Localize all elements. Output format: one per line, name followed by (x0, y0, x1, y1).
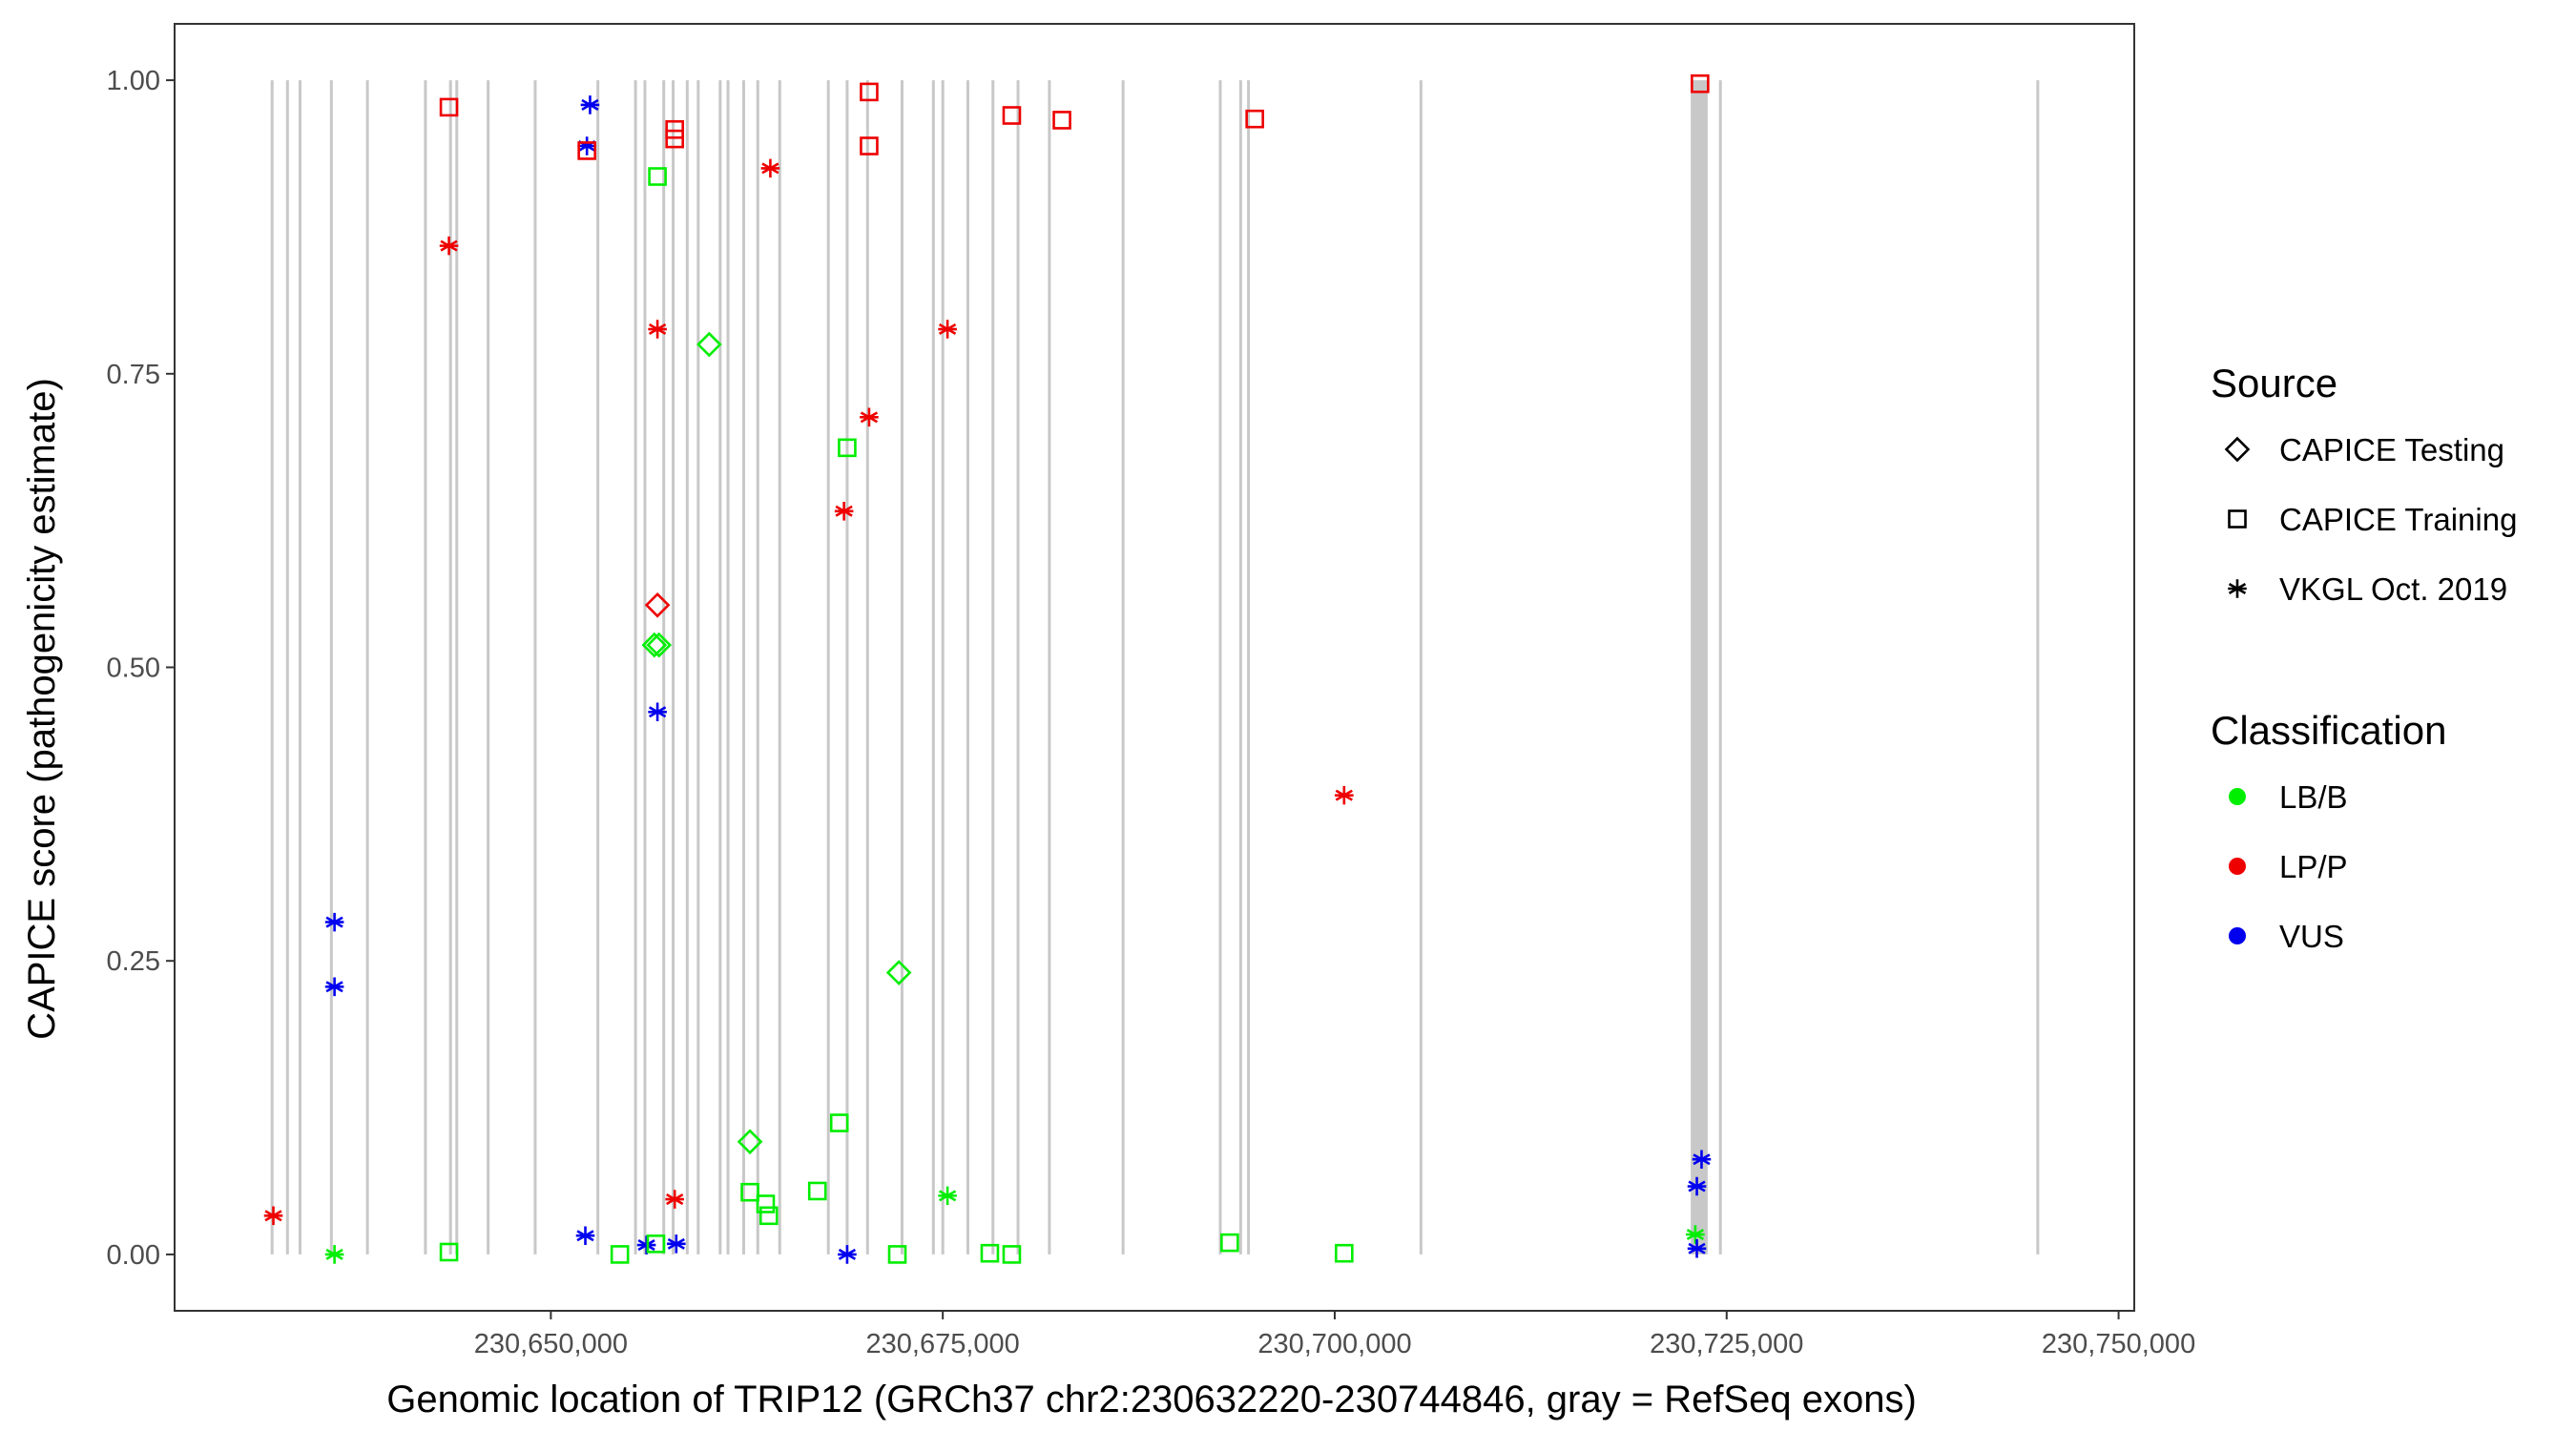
data-point (324, 912, 344, 932)
x-tick-label: 230,650,000 (474, 1329, 628, 1359)
x-tick-label: 230,700,000 (1257, 1329, 1411, 1359)
data-point (610, 1245, 630, 1264)
legend-source-label: CAPICE Training (2279, 502, 2517, 537)
data-point (1692, 1150, 1712, 1169)
data-point (1686, 1225, 1705, 1244)
legend-source-label: VKGL Oct. 2019 (2279, 571, 2507, 607)
data-point (1335, 785, 1354, 805)
data-point (696, 331, 722, 358)
data-point (667, 1234, 686, 1254)
legend-classification-key (2229, 927, 2246, 944)
data-point (838, 438, 857, 458)
legend-title-classification: Classification (2211, 708, 2446, 753)
y-tick-label: 1.00 (107, 66, 160, 96)
y-tick-label: 0.00 (107, 1240, 160, 1271)
legend-source-label: CAPICE Testing (2279, 432, 2504, 467)
data-point (646, 632, 673, 658)
legend-classification-label: LP/P (2279, 849, 2348, 884)
data-point (740, 1182, 759, 1202)
legend-source-items: CAPICE Testing CAPICE Training VKGL Oct. 2… (2224, 432, 2517, 607)
data-point (636, 1235, 656, 1255)
legend-classification-key (2229, 788, 2246, 805)
data-point (324, 977, 344, 997)
x-tick-label: 230,750,000 (2042, 1329, 2195, 1359)
data-point (1002, 106, 1022, 125)
data-point (439, 1242, 459, 1262)
legend-classification-label: VUS (2279, 919, 2344, 954)
data-point (439, 97, 459, 117)
legend-classification-label: LB/B (2279, 779, 2348, 815)
data-point (1002, 1245, 1022, 1264)
legend-classification-items: LB/B LP/P VUS (2229, 779, 2348, 954)
data-point (648, 702, 667, 722)
data-point (834, 502, 854, 521)
data-point (263, 1206, 283, 1226)
data-point (665, 119, 684, 139)
x-tick-label: 230,725,000 (1650, 1329, 1803, 1359)
data-point (938, 320, 957, 339)
data-point (737, 1129, 763, 1155)
data-point (580, 95, 600, 114)
data-point (760, 158, 780, 178)
data-point (1335, 1243, 1354, 1263)
y-tick-label: 0.25 (107, 946, 160, 977)
data-point (324, 1245, 344, 1264)
data-point (885, 960, 912, 985)
data-point (644, 591, 671, 618)
data-point (938, 1186, 957, 1206)
data-point (641, 632, 668, 658)
data-point (860, 136, 879, 156)
data-point (646, 1234, 666, 1254)
data-point (860, 82, 879, 102)
data-point (980, 1243, 1000, 1263)
data-point (1245, 109, 1264, 129)
y-tick-label: 0.75 (107, 360, 160, 390)
x-tick-label: 230,675,000 (866, 1329, 1020, 1359)
legend-source-key (2224, 436, 2251, 463)
x-axis-title: Genomic location of TRIP12 (GRCh37 chr2:… (386, 1379, 1917, 1421)
data-point (1687, 1238, 1707, 1258)
data-point (756, 1194, 776, 1213)
legend-classification-key (2229, 858, 2246, 875)
data-point (577, 136, 596, 156)
axes: 0.00 0.25 0.50 0.75 1.00 230,650,000 230,675,0… (107, 66, 2196, 1359)
data-point (860, 407, 879, 427)
data-point (887, 1245, 907, 1264)
data-point (838, 1245, 857, 1264)
data-point (1052, 111, 1071, 130)
data-point (575, 1226, 595, 1245)
data-point (648, 167, 667, 186)
data-point (648, 320, 667, 339)
data-point (665, 129, 684, 149)
data-point (1220, 1233, 1239, 1253)
legend-source-key (2228, 579, 2247, 598)
y-axis-title: CAPICE score (pathogenicity estimate) (21, 378, 63, 1040)
data-point (439, 236, 459, 256)
data-point (758, 1206, 779, 1226)
data-point (829, 1113, 849, 1132)
exon-lines (270, 80, 2040, 1255)
legend-source-key (2228, 509, 2247, 529)
data-points (263, 73, 1712, 1264)
legend: Source CAPICE Testing CAPICE Training VKGL… (2211, 361, 2517, 954)
data-point (1691, 73, 1710, 93)
data-point (807, 1181, 827, 1201)
data-point (577, 141, 596, 160)
data-point (665, 1190, 684, 1209)
data-point (1687, 1176, 1707, 1196)
legend-title-source: Source (2211, 361, 2337, 405)
y-tick-label: 0.50 (107, 653, 160, 684)
